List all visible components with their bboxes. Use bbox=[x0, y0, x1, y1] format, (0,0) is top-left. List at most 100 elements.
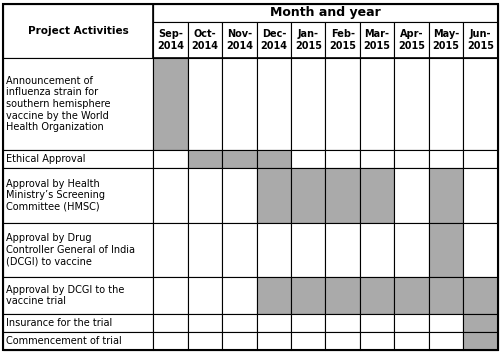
Bar bbox=[428, 314, 463, 332]
Bar bbox=[428, 22, 463, 58]
Bar bbox=[360, 332, 394, 350]
Bar bbox=[256, 223, 291, 278]
Bar bbox=[428, 150, 463, 168]
Text: Oct-
2014: Oct- 2014 bbox=[192, 29, 218, 51]
Bar bbox=[222, 332, 256, 350]
Bar bbox=[154, 150, 188, 168]
Bar bbox=[326, 22, 360, 58]
Bar bbox=[326, 314, 360, 332]
Text: Insurance for the trial: Insurance for the trial bbox=[6, 318, 112, 328]
Bar bbox=[428, 223, 463, 278]
Text: Project Activities: Project Activities bbox=[28, 26, 128, 36]
Bar bbox=[291, 223, 326, 278]
Bar bbox=[154, 58, 188, 150]
Bar bbox=[222, 150, 256, 168]
Bar bbox=[291, 168, 326, 223]
Bar bbox=[394, 168, 428, 223]
Bar bbox=[428, 278, 463, 314]
Bar bbox=[222, 278, 256, 314]
Bar bbox=[360, 223, 394, 278]
Bar bbox=[256, 58, 291, 150]
Bar bbox=[2, 278, 154, 314]
Bar bbox=[188, 278, 222, 314]
Bar bbox=[291, 278, 326, 314]
Text: Ethical Approval: Ethical Approval bbox=[6, 154, 85, 164]
Text: Approval by Drug
Controller General of India
(DCGI) to vaccine: Approval by Drug Controller General of I… bbox=[6, 233, 134, 267]
Bar bbox=[256, 22, 291, 58]
Bar bbox=[188, 150, 222, 168]
Bar bbox=[222, 58, 256, 150]
Bar bbox=[463, 58, 498, 150]
Bar bbox=[326, 332, 360, 350]
Bar bbox=[463, 223, 498, 278]
Bar bbox=[291, 58, 326, 150]
Bar bbox=[463, 168, 498, 223]
Text: Mar-
2015: Mar- 2015 bbox=[364, 29, 390, 51]
Text: Feb-
2015: Feb- 2015 bbox=[329, 29, 356, 51]
Bar bbox=[326, 223, 360, 278]
Text: Jun-
2015: Jun- 2015 bbox=[467, 29, 494, 51]
Bar bbox=[428, 332, 463, 350]
Bar bbox=[463, 278, 498, 314]
Text: Month and year: Month and year bbox=[270, 6, 381, 19]
Bar bbox=[360, 58, 394, 150]
Bar bbox=[2, 314, 154, 332]
Bar bbox=[222, 223, 256, 278]
Bar bbox=[428, 58, 463, 150]
Bar bbox=[394, 223, 428, 278]
Bar bbox=[2, 4, 154, 58]
Bar bbox=[188, 22, 222, 58]
Bar bbox=[360, 278, 394, 314]
Text: Approval by DCGI to the
vaccine trial: Approval by DCGI to the vaccine trial bbox=[6, 285, 124, 307]
Bar bbox=[360, 314, 394, 332]
Bar bbox=[291, 150, 326, 168]
Bar bbox=[463, 314, 498, 332]
Bar bbox=[326, 150, 360, 168]
Text: May-
2015: May- 2015 bbox=[432, 29, 460, 51]
Text: Approval by Health
Ministry’s Screening
Committee (HMSC): Approval by Health Ministry’s Screening … bbox=[6, 179, 104, 212]
Text: Announcement of
influenza strain for
southern hemisphere
vaccine by the World
He: Announcement of influenza strain for sou… bbox=[6, 76, 110, 132]
Text: Jan-
2015: Jan- 2015 bbox=[295, 29, 322, 51]
Bar bbox=[394, 22, 428, 58]
Bar bbox=[154, 22, 188, 58]
Bar bbox=[188, 314, 222, 332]
Bar bbox=[222, 22, 256, 58]
Bar bbox=[222, 168, 256, 223]
Bar bbox=[154, 314, 188, 332]
Bar bbox=[154, 168, 188, 223]
Bar bbox=[428, 168, 463, 223]
Bar bbox=[154, 278, 188, 314]
Bar bbox=[256, 150, 291, 168]
Bar bbox=[326, 58, 360, 150]
Text: Sep-
2014: Sep- 2014 bbox=[157, 29, 184, 51]
Bar bbox=[188, 332, 222, 350]
Bar bbox=[188, 223, 222, 278]
Bar bbox=[2, 168, 154, 223]
Bar bbox=[154, 4, 498, 22]
Bar bbox=[188, 58, 222, 150]
Bar bbox=[256, 314, 291, 332]
Bar bbox=[360, 150, 394, 168]
Text: Nov-
2014: Nov- 2014 bbox=[226, 29, 253, 51]
Bar bbox=[291, 314, 326, 332]
Bar bbox=[188, 168, 222, 223]
Bar bbox=[154, 332, 188, 350]
Bar bbox=[463, 22, 498, 58]
Text: Commencement of trial: Commencement of trial bbox=[6, 336, 121, 346]
Bar bbox=[463, 150, 498, 168]
Bar bbox=[326, 278, 360, 314]
Text: Dec-
2014: Dec- 2014 bbox=[260, 29, 287, 51]
Bar bbox=[2, 58, 154, 150]
Bar bbox=[291, 22, 326, 58]
Bar bbox=[2, 332, 154, 350]
Bar bbox=[2, 150, 154, 168]
Bar bbox=[394, 332, 428, 350]
Bar bbox=[394, 278, 428, 314]
Bar bbox=[2, 4, 154, 22]
Bar bbox=[394, 58, 428, 150]
Bar bbox=[291, 332, 326, 350]
Bar bbox=[256, 278, 291, 314]
Bar bbox=[326, 168, 360, 223]
Bar bbox=[394, 314, 428, 332]
Bar bbox=[154, 223, 188, 278]
